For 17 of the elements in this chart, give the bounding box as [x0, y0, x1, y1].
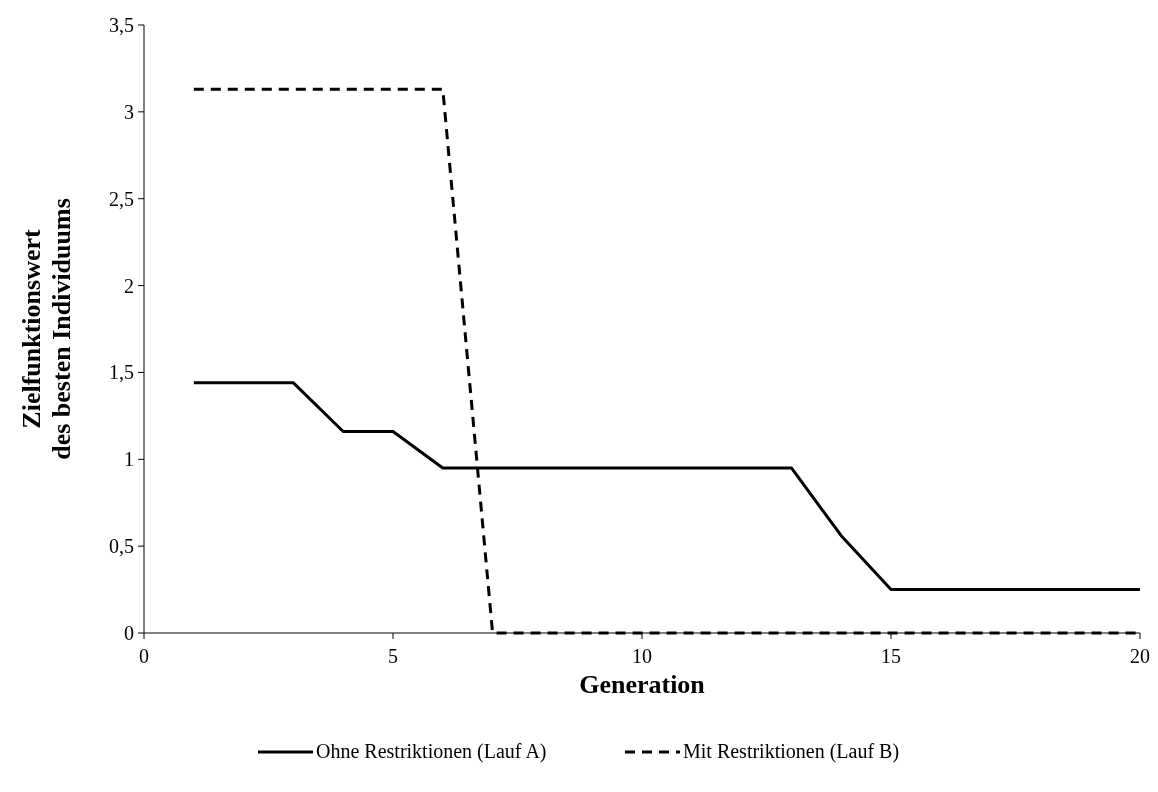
y-tick-label: 0,5 [109, 535, 134, 558]
y-tick-label: 3 [124, 100, 134, 123]
y-axis-title: Zielfunktionswert des besten Individuums [17, 198, 76, 460]
y-tick-label: 1,5 [109, 361, 134, 384]
y-tick-label: 1 [124, 448, 134, 471]
x-tick-label: 0 [139, 645, 149, 667]
x-tick-label: 5 [388, 645, 398, 667]
x-tick-label: 15 [881, 645, 901, 667]
x-tick-label: 10 [632, 645, 652, 667]
x-tick-label: 20 [1130, 645, 1150, 667]
y-tick-label: 2,5 [109, 187, 134, 210]
y-tick-label: 3,5 [109, 14, 134, 36]
y-tick-label: 0 [124, 622, 134, 644]
x-axis-title: Generation [579, 670, 706, 699]
legend-label: Ohne Restriktionen (Lauf A) [316, 740, 547, 763]
legend-label: Mit Restriktionen (Lauf B) [683, 740, 900, 763]
y-tick-label: 2 [124, 274, 134, 297]
